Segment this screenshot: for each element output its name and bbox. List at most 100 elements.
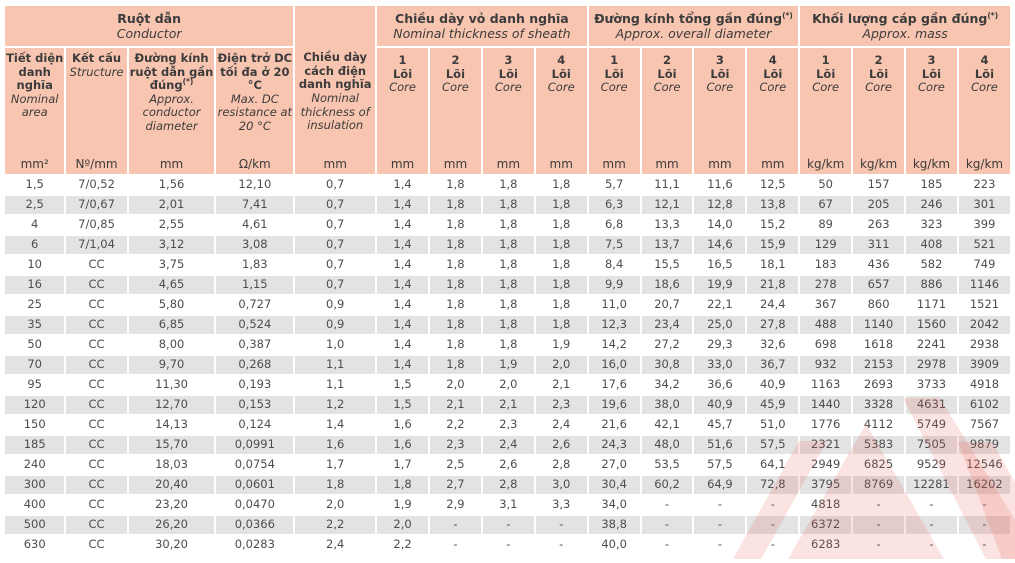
table-cell: CC: [66, 316, 127, 334]
table-cell: -: [958, 536, 1010, 554]
footnote-marker: (*): [182, 77, 194, 87]
table-cell: 7505: [906, 436, 957, 454]
table-row: 70 CC 9,70 0,268 1,1 1,4 1,8 1,9 2,0 16,0 30,8 33,0…: [5, 356, 1010, 374]
table-cell: 223: [958, 176, 1010, 194]
col-conductor-diameter-header: Đường kính ruột dẫn gần đúng(*) Approx. …: [128, 48, 215, 174]
table-cell: 18,6: [641, 276, 693, 294]
table-cell: 2,3: [482, 416, 534, 434]
table-cell: 5749: [906, 416, 957, 434]
table-row: 500 CC 26,20 0,0366 2,2 2,0- - -38,8- - -6372- - -: [5, 516, 1010, 534]
footnote-marker: (*): [782, 10, 793, 20]
table-cell: 205: [853, 196, 905, 214]
table-cell: 16: [5, 276, 65, 294]
table-cell: 2153: [853, 356, 905, 374]
table-cell: 1776: [800, 416, 852, 434]
col-core-4-header: 4 Lõi Core mm: [747, 48, 799, 174]
table-cell: 7,41: [216, 196, 294, 214]
table-cell: 14,13: [128, 416, 215, 434]
table-cell: 1,5: [377, 396, 428, 414]
col-core-2-header: 2 Lõi Core mm: [641, 48, 693, 174]
table-cell: CC: [66, 456, 127, 474]
table-cell: 0,7: [295, 256, 376, 274]
table-cell: -: [853, 516, 905, 534]
col-nominal-area-header: Tiết diện danh nghĩa Nominal area mm²: [5, 48, 65, 174]
table-cell: 40,9: [747, 376, 799, 394]
table-cell: 1,8: [482, 216, 534, 234]
table-cell: 157: [853, 176, 905, 194]
table-cell: 129: [800, 236, 852, 254]
group-mass-title: Khối lượng cáp gần đúng(*): [812, 10, 999, 26]
table-row: 240 CC 18,03 0,0754 1,7 1,7 2,5 2,6 2,8 27,0 53,5 5…: [5, 456, 1010, 474]
table-cell: 10: [5, 256, 65, 274]
group-diameter-title: Đường kính tổng gần đúng(*): [594, 10, 793, 26]
table-cell: -: [906, 496, 957, 514]
table-cell: 34,0: [588, 496, 640, 514]
table-cell: 2,1: [430, 396, 481, 414]
table-cell: 2,0: [535, 356, 587, 374]
table-cell: 0,124: [216, 416, 294, 434]
table-cell: 27,8: [747, 316, 799, 334]
col-core-3-header: 3 Lõi Core mm: [694, 48, 746, 174]
table-cell: 2,1: [535, 376, 587, 394]
table-cell: 12281: [906, 476, 957, 494]
table-cell: 40,9: [694, 396, 746, 414]
table-cell: 38,8: [588, 516, 640, 534]
table-cell: 1,4: [377, 296, 428, 314]
table-cell: CC: [66, 416, 127, 434]
table-cell: 8,4: [588, 256, 640, 274]
table-cell: 12546: [958, 456, 1010, 474]
col-core-2-header: 2 Lõi Core mm: [430, 48, 481, 174]
table-cell: 5,80: [128, 296, 215, 314]
table-cell: 1,5: [5, 176, 65, 194]
table-cell: 25: [5, 296, 65, 314]
table-cell: 57,5: [747, 436, 799, 454]
table-cell: 2,3: [430, 436, 481, 454]
table-cell: CC: [66, 436, 127, 454]
table-cell: 0,0754: [216, 456, 294, 474]
table-cell: 436: [853, 256, 905, 274]
table-cell: 240: [5, 456, 65, 474]
table-cell: 9,70: [128, 356, 215, 374]
table-cell: 27,2: [641, 336, 693, 354]
table-cell: 2,6: [535, 436, 587, 454]
table-cell: -: [430, 536, 481, 554]
table-cell: 0,193: [216, 376, 294, 394]
table-cell: 29,3: [694, 336, 746, 354]
table-cell: 1,8: [430, 296, 481, 314]
table-cell: 1,8: [430, 276, 481, 294]
table-cell: 1,8: [535, 256, 587, 274]
table-cell: -: [694, 536, 746, 554]
table-cell: 70: [5, 356, 65, 374]
subheader-row: Tiết diện danh nghĩa Nominal area mm² Kế…: [5, 48, 1010, 174]
table-cell: 6825: [853, 456, 905, 474]
table-cell: 1,8: [482, 256, 534, 274]
table-cell: 1,4: [377, 276, 428, 294]
table-cell: 500: [5, 516, 65, 534]
table-cell: 6283: [800, 536, 852, 554]
table-cell: -: [641, 496, 693, 514]
cable-spec-table: Ruột dẫn Conductor Chiều dày cách điện d…: [3, 4, 1012, 556]
table-cell: 19,9: [694, 276, 746, 294]
table-cell: 21,8: [747, 276, 799, 294]
table-cell: 1,4: [377, 336, 428, 354]
group-sheath-subtitle: Nominal thickness of sheath: [393, 26, 571, 41]
col-insulation-header: Chiều dày cách điện danh nghĩa Nominal t…: [295, 6, 376, 174]
table-cell: 300: [5, 476, 65, 494]
table-cell: 50: [800, 176, 852, 194]
table-cell: 657: [853, 276, 905, 294]
table-cell: -: [641, 536, 693, 554]
table-cell: 1,9: [482, 356, 534, 374]
table-cell: 12,5: [747, 176, 799, 194]
table-cell: 2,0: [430, 376, 481, 394]
table-cell: 1,4: [377, 216, 428, 234]
table-cell: 3,75: [128, 256, 215, 274]
table-cell: 2241: [906, 336, 957, 354]
table-cell: 1,8: [430, 216, 481, 234]
spec-table-body: 1,5 7/0,52 1,56 12,10 0,7 1,4 1,8 1,8 1,8 5,7 11,1…: [5, 176, 1010, 554]
table-cell: 0,387: [216, 336, 294, 354]
table-cell: 12,3: [588, 316, 640, 334]
table-cell: 0,0601: [216, 476, 294, 494]
table-cell: 95: [5, 376, 65, 394]
table-cell: 367: [800, 296, 852, 314]
